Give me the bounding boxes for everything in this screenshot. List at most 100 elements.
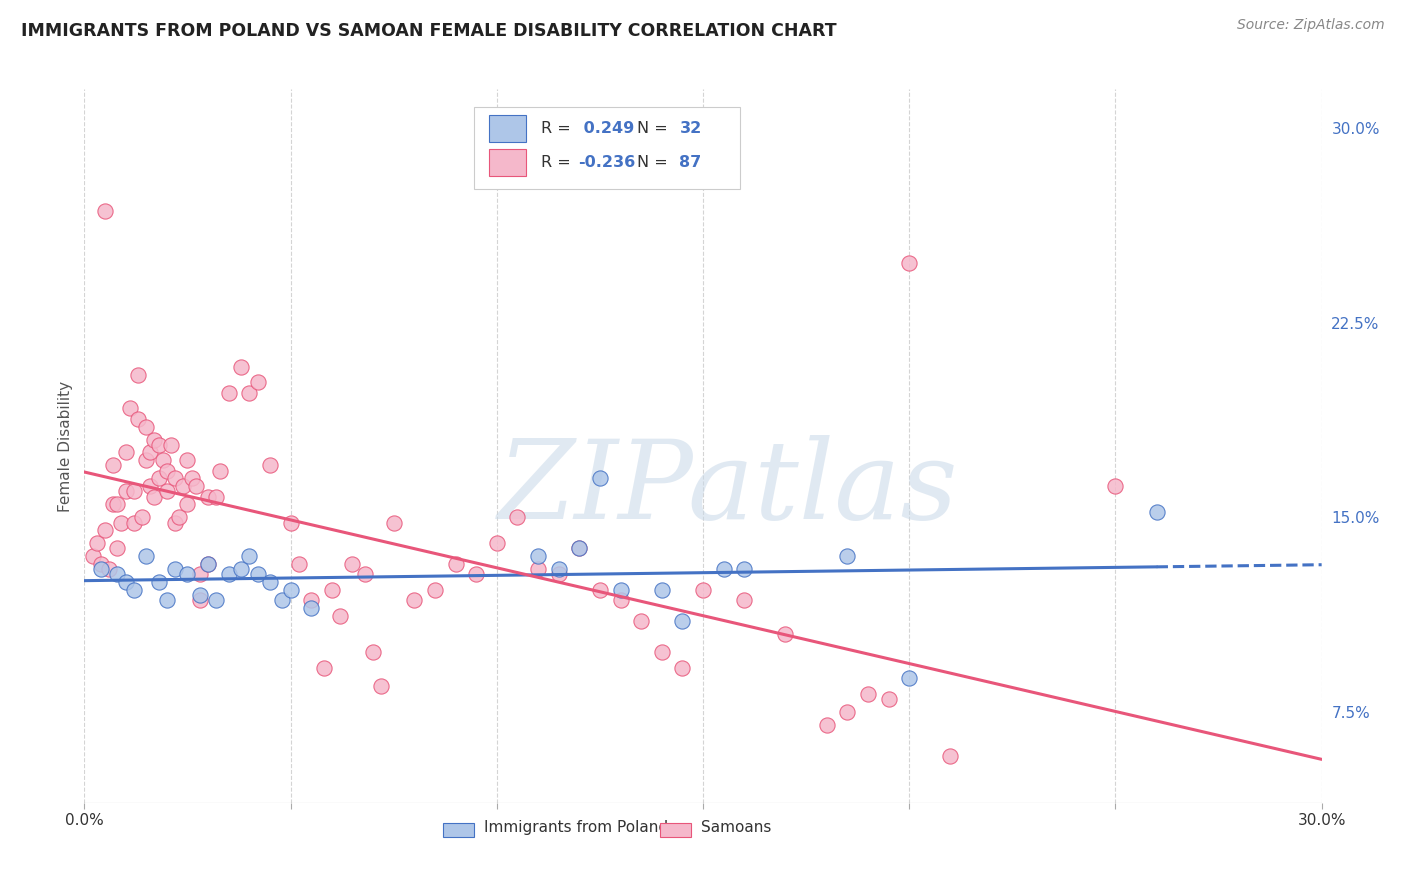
Point	[651, 582, 673, 597]
Point	[135, 453, 157, 467]
Point	[172, 479, 194, 493]
Point	[197, 490, 219, 504]
Point	[90, 562, 112, 576]
Point	[1104, 479, 1126, 493]
Point	[299, 601, 322, 615]
Point	[280, 516, 302, 530]
Point	[205, 490, 228, 504]
Point	[547, 567, 569, 582]
Text: 87: 87	[679, 155, 702, 170]
Point	[229, 359, 252, 374]
Point	[259, 575, 281, 590]
Text: -0.236: -0.236	[578, 155, 636, 170]
Point	[423, 582, 446, 597]
Point	[342, 557, 364, 571]
Point	[506, 510, 529, 524]
FancyBboxPatch shape	[489, 149, 526, 177]
Point	[94, 524, 117, 538]
Point	[671, 614, 693, 628]
Point	[465, 567, 488, 582]
Point	[139, 445, 162, 459]
Point	[148, 471, 170, 485]
Point	[105, 497, 128, 511]
Point	[382, 516, 405, 530]
Point	[139, 479, 162, 493]
Point	[209, 464, 232, 478]
Point	[609, 582, 631, 597]
Point	[122, 516, 145, 530]
Point	[188, 588, 211, 602]
Point	[1289, 835, 1312, 849]
Point	[692, 582, 714, 597]
Point	[898, 671, 921, 685]
Point	[135, 419, 157, 434]
Text: R =: R =	[541, 155, 576, 170]
Point	[98, 562, 121, 576]
Point	[114, 575, 136, 590]
Point	[837, 705, 859, 719]
Point	[105, 567, 128, 582]
Point	[280, 582, 302, 597]
Point	[288, 557, 311, 571]
Point	[180, 471, 202, 485]
Text: N =: N =	[637, 121, 673, 136]
Point	[110, 516, 132, 530]
Text: IMMIGRANTS FROM POLAND VS SAMOAN FEMALE DISABILITY CORRELATION CHART: IMMIGRANTS FROM POLAND VS SAMOAN FEMALE …	[21, 22, 837, 40]
Point	[122, 582, 145, 597]
Point	[156, 484, 179, 499]
FancyBboxPatch shape	[443, 822, 474, 837]
Point	[444, 557, 467, 571]
Point	[90, 557, 112, 571]
Point	[122, 484, 145, 499]
Point	[329, 609, 352, 624]
FancyBboxPatch shape	[474, 107, 740, 189]
Text: Source: ZipAtlas.com: Source: ZipAtlas.com	[1237, 18, 1385, 32]
Point	[205, 593, 228, 607]
Point	[176, 453, 198, 467]
Point	[815, 718, 838, 732]
Point	[176, 567, 198, 582]
Point	[321, 582, 343, 597]
Point	[229, 562, 252, 576]
Point	[527, 562, 550, 576]
Point	[713, 562, 735, 576]
Point	[1187, 822, 1209, 836]
FancyBboxPatch shape	[659, 822, 690, 837]
Point	[238, 549, 260, 564]
Point	[103, 497, 125, 511]
Text: 32: 32	[679, 121, 702, 136]
Point	[167, 510, 190, 524]
Point	[259, 458, 281, 473]
Point	[299, 593, 322, 607]
Point	[82, 549, 104, 564]
Point	[197, 557, 219, 571]
Point	[86, 536, 108, 550]
Point	[271, 593, 294, 607]
Point	[127, 411, 149, 425]
Point	[148, 438, 170, 452]
Point	[197, 557, 219, 571]
Point	[733, 562, 755, 576]
Point	[176, 497, 198, 511]
Point	[589, 582, 612, 597]
Point	[589, 471, 612, 485]
Point	[218, 385, 240, 400]
Point	[184, 479, 207, 493]
Point	[127, 368, 149, 382]
Point	[143, 490, 166, 504]
Point	[165, 516, 187, 530]
Point	[105, 541, 128, 556]
Point	[131, 510, 153, 524]
Point	[404, 593, 426, 607]
Text: Immigrants from Poland: Immigrants from Poland	[484, 821, 668, 835]
Point	[671, 661, 693, 675]
Point	[651, 645, 673, 659]
Point	[898, 256, 921, 270]
Point	[135, 549, 157, 564]
Point	[165, 562, 187, 576]
Point	[353, 567, 375, 582]
Point	[152, 453, 174, 467]
Point	[361, 645, 384, 659]
Point	[238, 385, 260, 400]
Point	[246, 567, 269, 582]
